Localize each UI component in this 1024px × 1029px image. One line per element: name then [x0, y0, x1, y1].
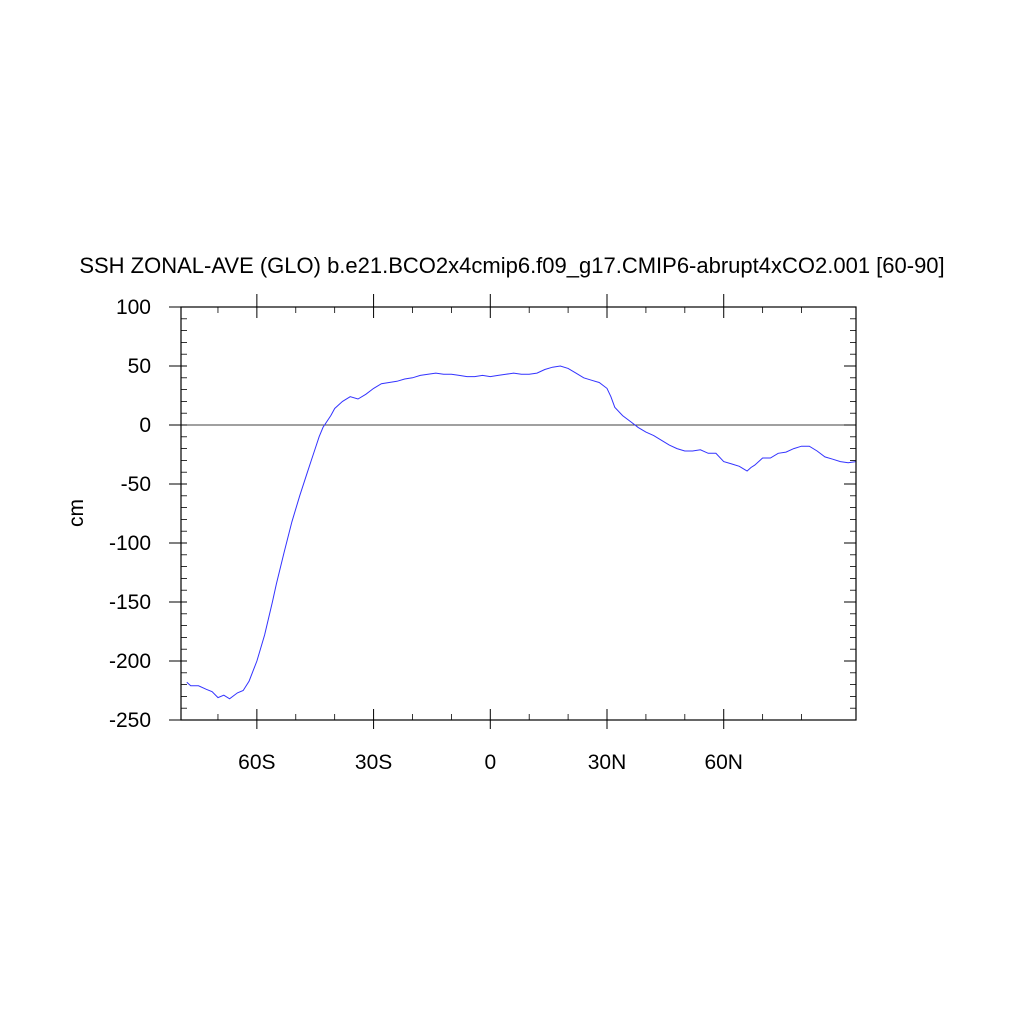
y-tick-label: -100	[109, 532, 151, 555]
plot-frame	[180, 306, 857, 721]
x-tick-label: 30N	[588, 751, 627, 774]
y-tick-label: -200	[109, 650, 151, 673]
series-line-0	[186, 365, 857, 700]
y-tick-label: 100	[116, 296, 151, 319]
y-tick-label: 0	[139, 414, 151, 437]
chart-title: SSH ZONAL-AVE (GLO) b.e21.BCO2x4cmip6.f0…	[79, 253, 944, 278]
y-tick-label: -150	[109, 591, 151, 614]
y-axis-label: cm	[65, 499, 88, 527]
x-tick-label: 60S	[238, 751, 275, 774]
y-tick-label: -250	[109, 709, 151, 732]
plot-layer: 60S 30S 0 30N 60N 100 50 0 -50 -100 -150 -200 -250	[109, 294, 857, 774]
y-tick-label: -50	[121, 473, 151, 496]
x-tick-label: 60N	[704, 751, 743, 774]
x-tick-label: 30S	[355, 751, 392, 774]
y-tick-label: 50	[128, 355, 151, 378]
x-tick-label: 0	[484, 751, 496, 774]
